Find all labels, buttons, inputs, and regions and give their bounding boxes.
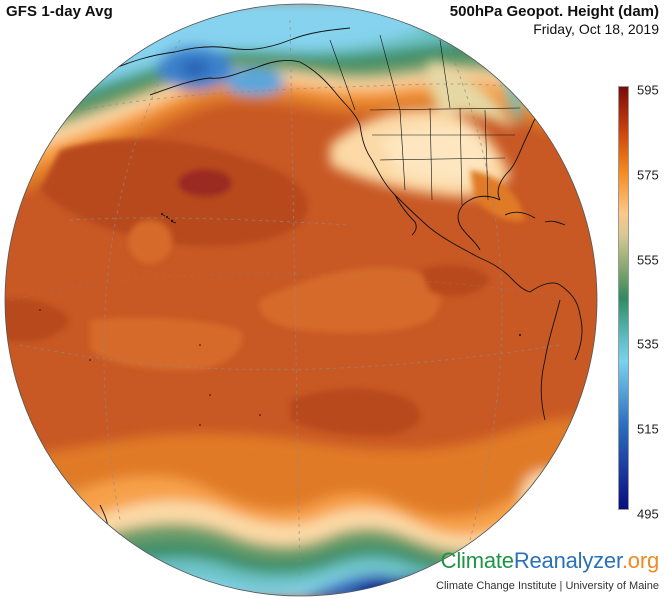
variable-title: 500hPa Geopot. Height (dam) xyxy=(449,3,659,20)
brand-logo: ClimateReanalyzer.org xyxy=(440,548,660,573)
brand-subtitle: Climate Change Institute | University of… xyxy=(436,580,659,592)
brand-part-climate: Climate xyxy=(440,548,514,573)
brand-part-org: .org xyxy=(621,548,659,573)
colorbar-tick-label: 515 xyxy=(637,421,659,437)
model-title: GFS 1-day Avg xyxy=(6,3,113,20)
colorbar-tick-label: 555 xyxy=(637,252,659,268)
date-label: Friday, Oct 18, 2019 xyxy=(533,21,659,37)
orthographic-globe-map xyxy=(4,3,598,597)
colorbar-tick-label: 535 xyxy=(637,336,659,352)
title-block: 500hPa Geopot. Height (dam) Friday, Oct … xyxy=(450,3,659,38)
colorbar-tick-label: 595 xyxy=(637,82,659,98)
colorbar-tick-label: 495 xyxy=(637,506,659,522)
brand-part-reanalyzer: Reanalyzer xyxy=(513,548,622,573)
colorbar-tick-label: 575 xyxy=(637,167,659,183)
colorbar xyxy=(618,86,629,510)
